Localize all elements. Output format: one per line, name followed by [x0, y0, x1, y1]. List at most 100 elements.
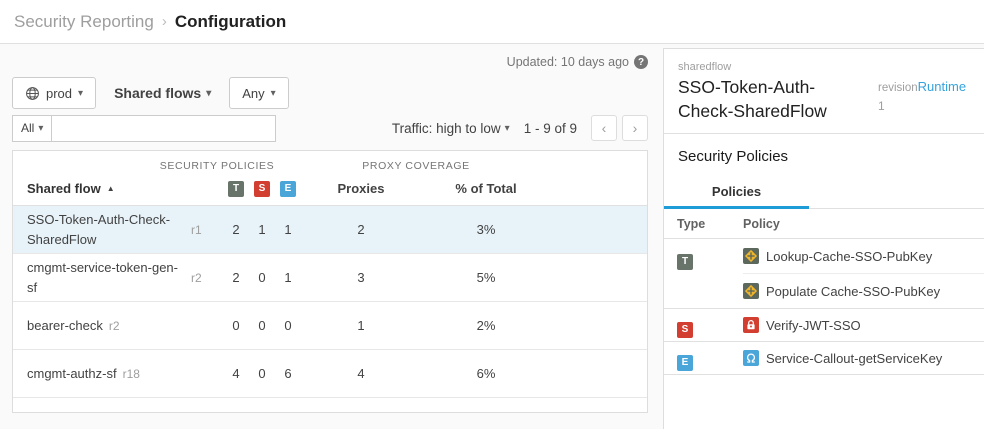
t-count: 2 [232, 270, 240, 285]
policy-name: Verify-JWT-SSO [766, 317, 861, 333]
pager: ‹ › [591, 115, 648, 141]
e-count: 1 [284, 270, 292, 285]
badge-e-icon: E [677, 354, 693, 371]
next-page-button[interactable]: › [622, 115, 648, 141]
proxy-coverage-group-header: PROXY COVERAGE [362, 160, 470, 172]
s-count: 0 [258, 366, 266, 381]
lock-icon [743, 317, 759, 334]
breadcrumb-separator-icon: › [161, 13, 167, 30]
policy-filter-label: Any [242, 85, 265, 101]
search-row: All ▾ Traffic: high to low ▾ 1 - 9 of 9 … [12, 114, 648, 142]
detail-header: sharedflow SSO-Token-Auth-Check-SharedFl… [664, 49, 984, 135]
flow-revision: r18 [122, 366, 140, 381]
search-scope-label: All [21, 121, 35, 135]
policy-row[interactable]: Lookup-Cache-SSO-PubKey [743, 239, 984, 273]
search-input[interactable] [52, 115, 276, 141]
detail-tabs: Policies [664, 175, 984, 210]
badge-t-icon: T [677, 253, 693, 270]
security-policies-group-header: SECURITY POLICIES [159, 160, 275, 172]
policy-table-header: Type Policy [664, 209, 984, 240]
caret-down-icon: ▾ [206, 87, 212, 99]
caret-down-icon: ▾ [38, 122, 44, 134]
shared-flow-column-header[interactable]: Shared flow ▲ [27, 181, 115, 196]
policy-filter-dropdown[interactable]: Any ▾ [229, 77, 289, 109]
updated-text: Updated: 10 days ago [506, 55, 629, 69]
s-count: 0 [258, 318, 266, 333]
s-count: 1 [258, 222, 266, 237]
cache-icon [743, 248, 759, 265]
filter-row: prod ▾ Shared flows ▾ Any ▾ [12, 77, 648, 109]
flow-name: cmgmt-service-token-gen-sf [27, 260, 178, 295]
flow-name: SSO-Token-Auth-Check-SharedFlow [27, 212, 171, 247]
updated-row: Updated: 10 days ago ? [12, 53, 648, 71]
proxies-count: 2 [357, 222, 365, 237]
policy-name: Service-Callout-getServiceKey [766, 350, 943, 366]
type-column-header: Type [677, 216, 706, 231]
table-group-header-row: SECURITY POLICIES PROXY COVERAGE [13, 151, 647, 172]
page-title: Configuration [174, 11, 287, 31]
table-column-header-row: Shared flow ▲ T S E Proxies % of Total [13, 172, 647, 206]
flow-name: cmgmt-authz-sf [27, 365, 117, 381]
prev-page-button[interactable]: ‹ [591, 115, 617, 141]
e-count: 0 [284, 318, 292, 333]
help-icon[interactable]: ? [634, 55, 648, 69]
search-scope-dropdown[interactable]: All ▾ [13, 115, 53, 141]
left-pane: Updated: 10 days ago ? prod ▾ Shared flo… [0, 44, 660, 413]
shared-flows-table: SECURITY POLICIES PROXY COVERAGE Shared … [12, 150, 648, 413]
proxies-count: 1 [357, 318, 365, 333]
revision-runtime-link[interactable]: Runtime [917, 79, 967, 94]
policy-column-header: Policy [743, 216, 780, 231]
traffic-sort-dropdown[interactable]: Traffic: high to low ▾ [392, 121, 510, 136]
caret-down-icon: ▾ [504, 122, 510, 134]
policy-name: Lookup-Cache-SSO-PubKey [766, 248, 933, 264]
table-row[interactable]: cmgmt-service-token-gen-sf r2 2 0 1 3 5% [13, 254, 647, 302]
cache-icon [743, 283, 759, 300]
table-filler [13, 398, 647, 412]
caret-down-icon: ▾ [78, 87, 84, 99]
traffic-sort-label: Traffic: high to low [391, 120, 501, 136]
flow-revision: r2 [191, 270, 202, 285]
breadcrumb-parent[interactable]: Security Reporting [14, 11, 154, 31]
proxies-count: 3 [357, 270, 365, 285]
pct-of-total: 6% [476, 366, 496, 381]
flow-revision: r2 [108, 318, 120, 333]
pct-column-header[interactable]: % of Total [455, 181, 517, 196]
list-controls: Traffic: high to low ▾ 1 - 9 of 9 ‹ › [392, 115, 648, 141]
t-count: 2 [232, 222, 240, 237]
policy-group: E Service-Callout-getServiceKey [664, 342, 984, 376]
globe-icon [26, 86, 39, 100]
badge-t-icon: T [228, 180, 244, 197]
environment-dropdown[interactable]: prod ▾ [12, 77, 97, 109]
callout-icon [743, 350, 759, 367]
policy-group: S Verify-JWT-SSO [664, 309, 984, 343]
pagination-range: 1 - 9 of 9 [523, 120, 577, 136]
sort-ascending-icon: ▲ [106, 184, 115, 193]
flow-revision: r1 [191, 222, 202, 237]
policy-row[interactable]: Populate Cache-SSO-PubKey [743, 273, 984, 308]
caret-down-icon: ▾ [270, 87, 276, 99]
table-row[interactable]: SSO-Token-Auth-Check-SharedFlow r1 2 1 1… [13, 206, 647, 254]
detail-kind-label: sharedflow [678, 61, 732, 73]
proxies-column-header[interactable]: Proxies [337, 181, 385, 196]
badge-s-icon: S [677, 321, 693, 338]
t-count: 4 [232, 366, 240, 381]
policy-row[interactable]: Verify-JWT-SSO [743, 309, 984, 341]
badge-e-icon: E [280, 180, 296, 197]
pct-of-total: 5% [476, 270, 496, 285]
tab-policies[interactable]: Policies [664, 175, 809, 210]
detail-panel: sharedflow SSO-Token-Auth-Check-SharedFl… [663, 48, 984, 429]
policy-row[interactable]: Service-Callout-getServiceKey [743, 342, 984, 374]
table-row[interactable]: cmgmt-authz-sf r18 4 0 6 4 6% [13, 350, 647, 398]
e-count: 1 [284, 222, 292, 237]
environment-label: prod [46, 85, 73, 101]
scope-label: Shared flows [114, 85, 202, 101]
badge-s-icon: S [254, 180, 270, 197]
detail-title: SSO-Token-Auth-Check-SharedFlow [678, 77, 827, 121]
table-row[interactable]: bearer-check r2 0 0 0 1 2% [13, 302, 647, 350]
e-count: 6 [284, 366, 292, 381]
content-area: Updated: 10 days ago ? prod ▾ Shared flo… [0, 44, 984, 429]
detail-revision: revisionRuntime 1 [878, 61, 978, 123]
scope-dropdown[interactable]: Shared flows ▾ [114, 85, 211, 101]
policy-group: T Lookup-Cache-SSO-PubKey [664, 239, 984, 310]
s-count: 0 [258, 270, 266, 285]
